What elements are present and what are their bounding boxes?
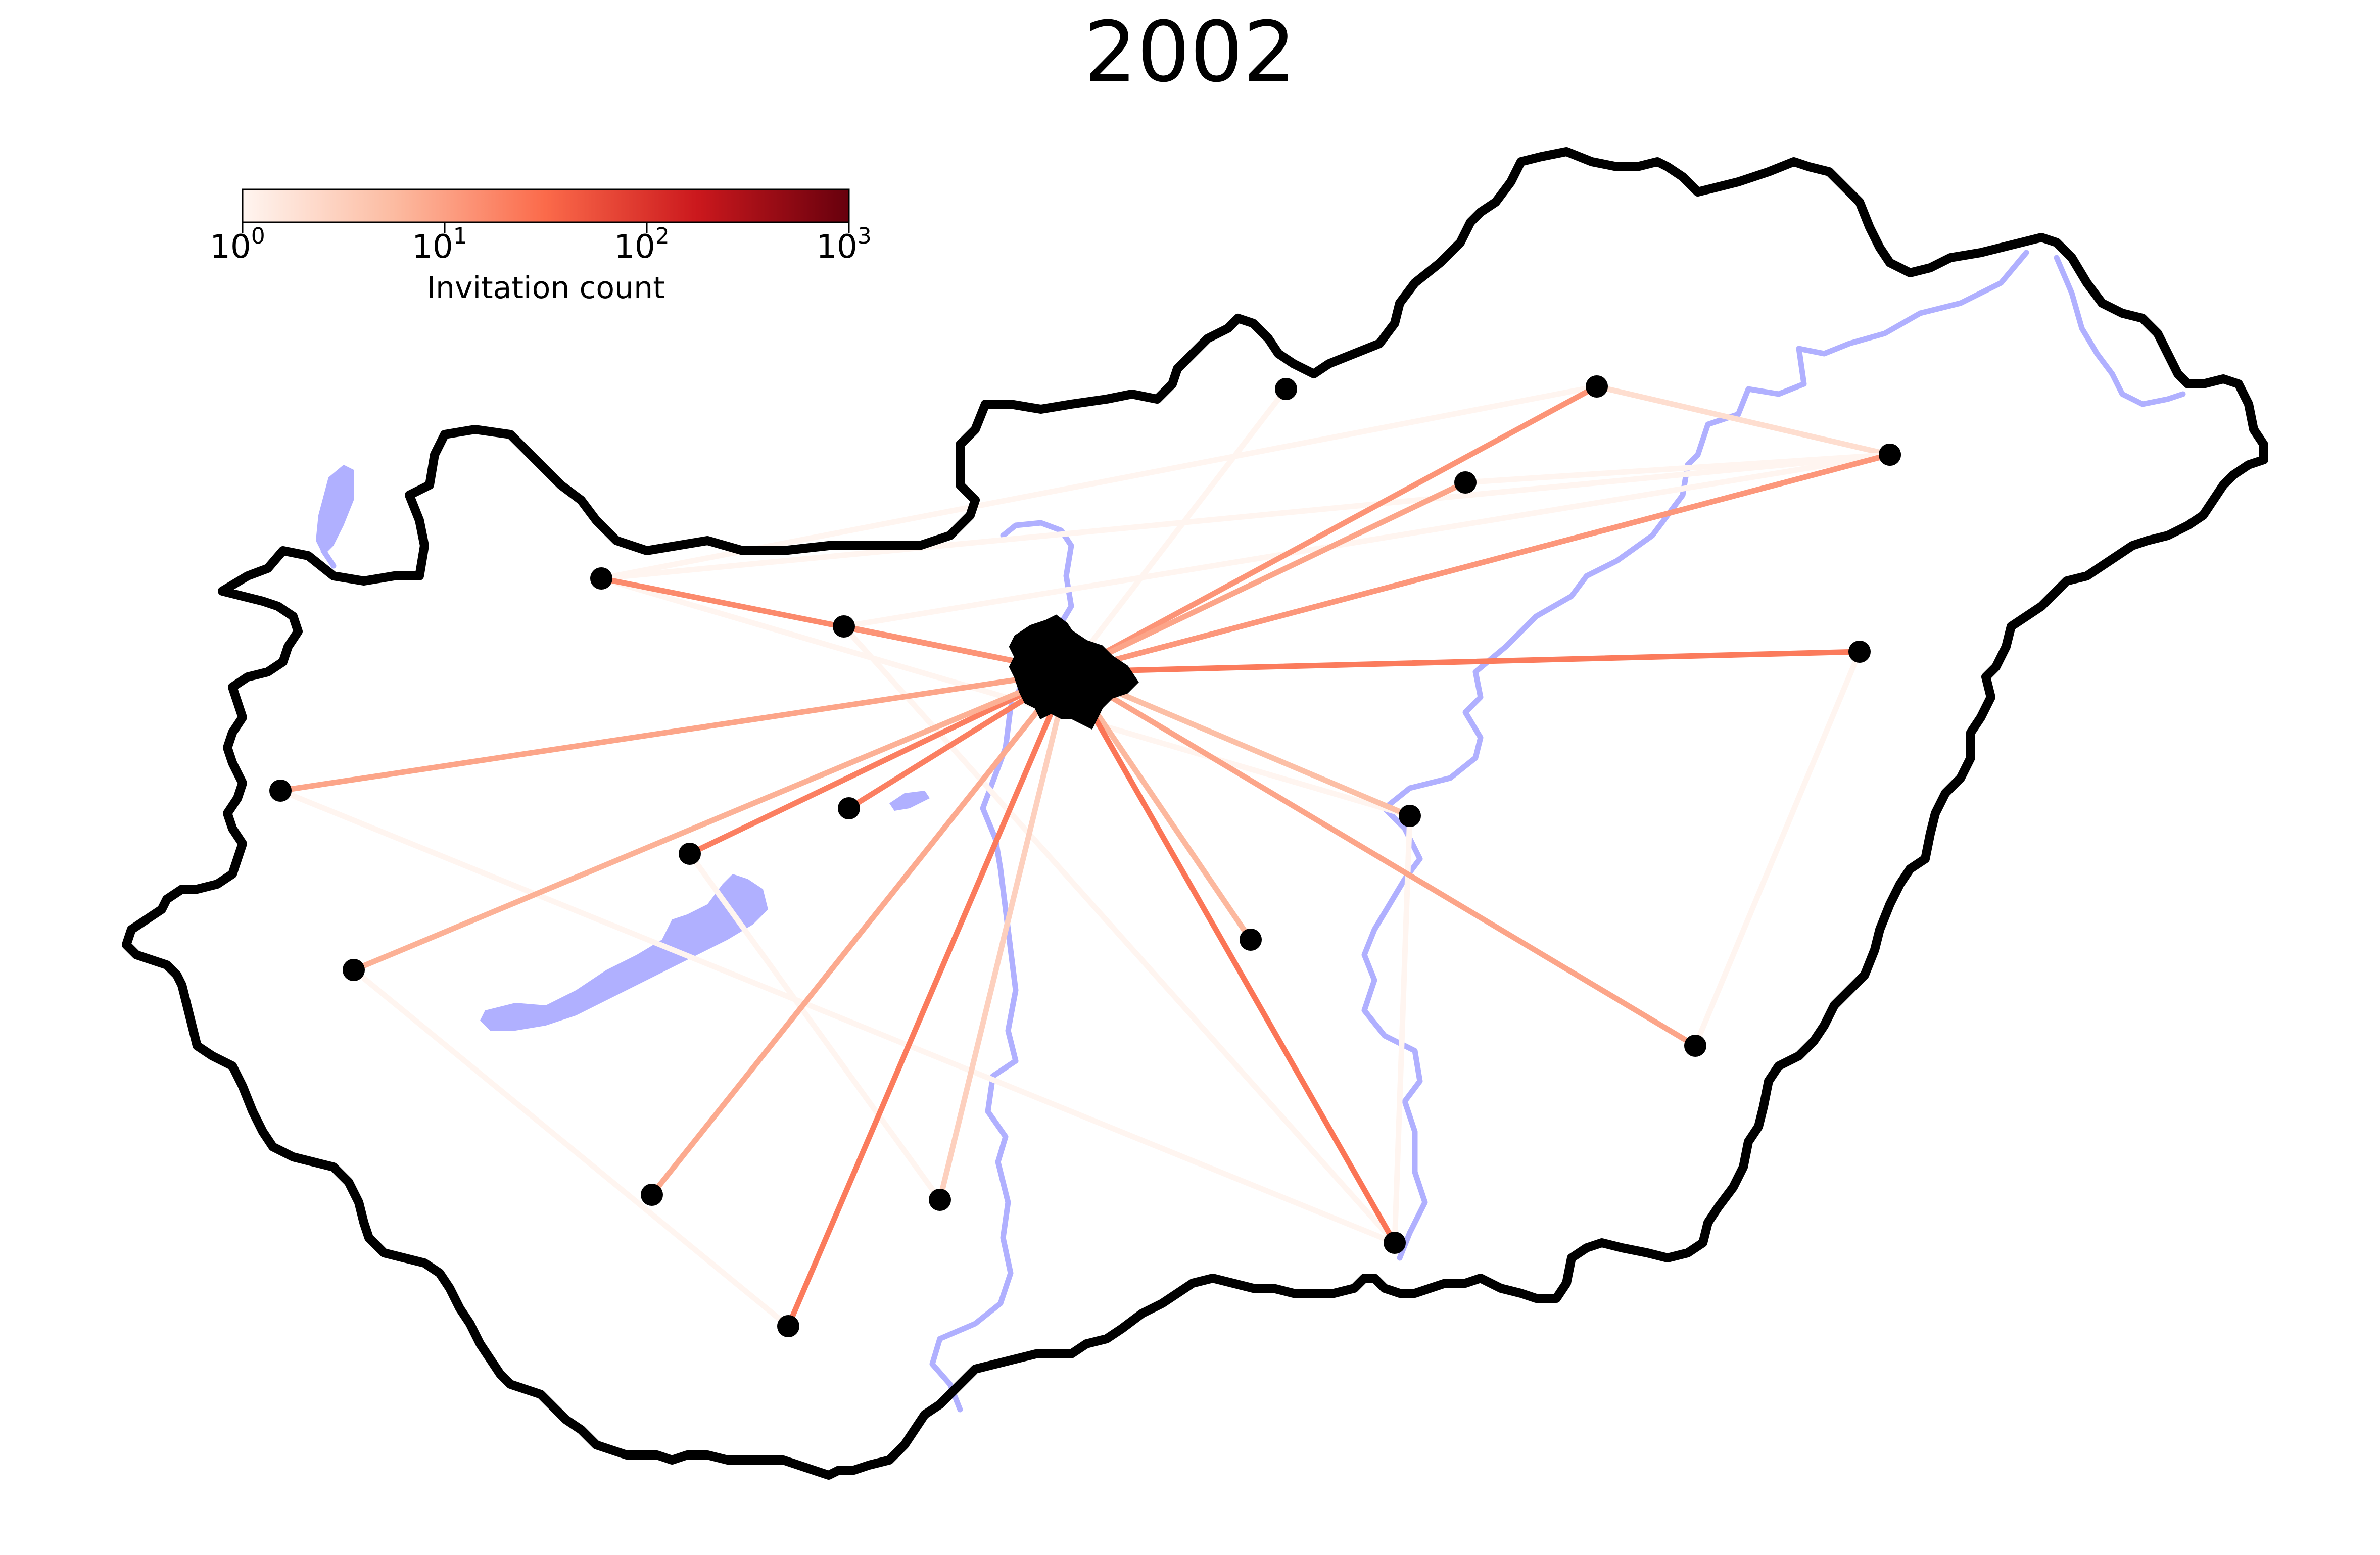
city-node-n13 [1240, 929, 1262, 951]
edge-n12-n18 [351, 967, 791, 1329]
city-node-n3 [1454, 471, 1477, 494]
city-node-n14 [1684, 1035, 1706, 1057]
edge-hub-n13 [1066, 669, 1254, 943]
edge-hub-n14 [1066, 669, 1698, 1049]
city-node-n17 [1384, 1232, 1406, 1254]
city-node-n15 [641, 1184, 663, 1206]
lake-balaton [480, 874, 768, 1031]
colorbar-tick-label: 103 [816, 223, 871, 266]
colorbar-ticks: 100 101 102 103 [210, 222, 872, 266]
lake-ferto [316, 465, 354, 556]
edge-hub-n16 [937, 669, 1072, 1203]
edge-n19-n14 [1692, 649, 1863, 1049]
edge-hub-n18 [785, 669, 1072, 1329]
edge-n11-n17 [1392, 813, 1413, 1246]
edge-hub-n1 [1066, 386, 1289, 675]
city-node-n2 [1586, 375, 1608, 398]
colorbar-label: Invitation count [426, 270, 664, 306]
edge-hub-n12 [351, 669, 1072, 973]
city-node-n1 [1275, 378, 1297, 400]
colorbar-tick-label: 100 [210, 223, 265, 266]
upper-tisza-branch [2054, 255, 2186, 407]
city-node-n19 [1848, 641, 1871, 663]
edge-hub-n17 [1066, 669, 1398, 1246]
city-node-n7 [833, 615, 855, 638]
edge-hub-n3 [1066, 479, 1468, 675]
city-node-n18 [777, 1315, 799, 1337]
edge-n2-n4 [1594, 383, 1893, 458]
city-node-n5 [1879, 444, 1901, 466]
budapest-hub [1009, 614, 1139, 730]
colorbar: 100 101 102 103 Invitation count [210, 188, 872, 306]
city-nodes [269, 375, 1901, 1337]
map-title: 2002 [1084, 4, 1296, 101]
edge-hub-n15 [649, 669, 1072, 1198]
hungary-border [122, 147, 2268, 1480]
city-node-n8 [269, 780, 292, 802]
tisza-river [1361, 250, 2029, 1261]
city-node-n6 [590, 567, 612, 590]
city-node-n16 [929, 1189, 951, 1211]
edge-hub-n10 [687, 669, 1072, 857]
lakes [316, 465, 930, 1031]
edge-hub-n11 [1066, 669, 1413, 819]
lake-velence [889, 791, 930, 811]
edge-n10-n16 [687, 851, 943, 1203]
edge-hub-n8 [277, 669, 1072, 794]
invitation-edges [277, 383, 1893, 1329]
colorbar-tick-label: 102 [614, 223, 669, 266]
city-node-n12 [343, 959, 365, 981]
city-node-n10 [679, 843, 701, 865]
city-node-n9 [838, 797, 860, 819]
edge-n7-n17 [841, 623, 1398, 1246]
edge-hub-n19 [1066, 649, 1863, 675]
colorbar-tick-label: 101 [412, 223, 467, 266]
water-features [320, 250, 2186, 1413]
edge-hub-n2 [1066, 383, 1600, 675]
edge-n5-n6 [598, 452, 1893, 581]
edge-hub-n5 [1066, 452, 1893, 675]
city-node-n11 [1399, 805, 1421, 827]
edge-n8-n17 [277, 788, 1398, 1246]
colorbar-gradient [242, 188, 850, 223]
edge-n5-n7 [841, 452, 1893, 629]
